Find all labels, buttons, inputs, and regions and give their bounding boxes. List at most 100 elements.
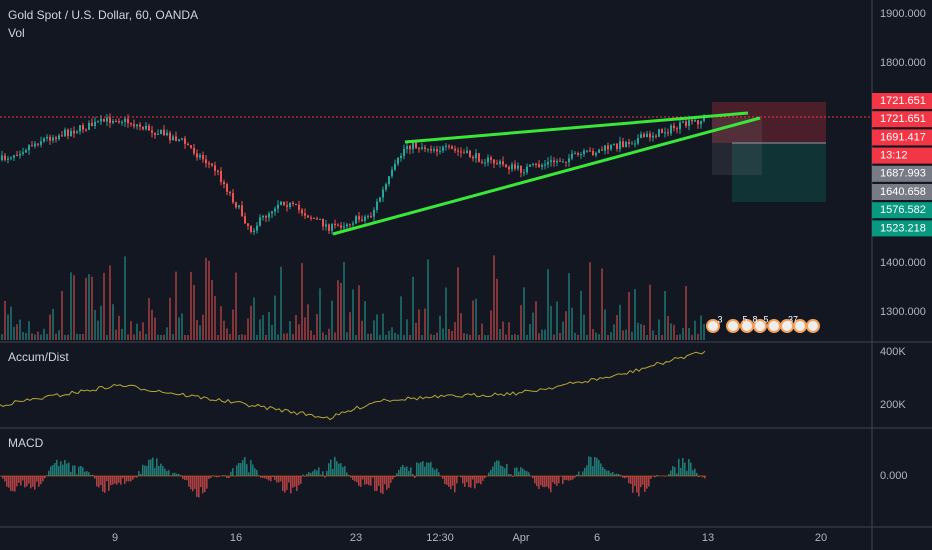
macd-bar <box>396 473 398 476</box>
macd-bar <box>608 470 610 476</box>
event-icon[interactable] <box>726 319 740 333</box>
macd-bar <box>176 473 178 476</box>
macd-bar <box>592 466 594 476</box>
macd-bar <box>246 464 248 476</box>
volume-bar <box>496 278 498 340</box>
candle <box>58 135 60 140</box>
candle <box>550 160 552 163</box>
candle <box>235 202 237 208</box>
macd-bar <box>520 467 522 476</box>
macd-bar <box>238 462 240 476</box>
macd-bar <box>82 467 84 476</box>
candle <box>142 126 144 130</box>
candle <box>421 147 423 149</box>
candle <box>319 218 321 220</box>
volume-bar <box>571 307 573 340</box>
candle <box>385 184 387 190</box>
candle <box>472 156 474 159</box>
candle <box>217 170 219 172</box>
macd-bar <box>76 474 78 476</box>
candle <box>574 153 576 155</box>
macd-bar <box>134 476 136 478</box>
volume-bar <box>148 298 150 340</box>
macd-bar <box>624 476 626 479</box>
macd-bar <box>230 471 232 476</box>
macd-bar <box>116 476 118 485</box>
candle <box>466 150 468 153</box>
macd-bar <box>562 476 564 485</box>
macd-bar <box>546 476 548 487</box>
candle <box>79 125 81 132</box>
macd-bar <box>406 466 408 476</box>
event-markers[interactable]: 3 5 8 5 37 <box>706 314 820 333</box>
time-label: 6 <box>594 532 600 544</box>
macd-bar <box>584 467 586 476</box>
macd-bar <box>538 476 540 489</box>
macd-bar <box>682 458 684 476</box>
macd-bar <box>684 462 686 476</box>
event-icon[interactable] <box>767 319 781 333</box>
event-icon[interactable] <box>753 319 767 333</box>
event-icon[interactable] <box>806 319 820 333</box>
volume-bar <box>472 300 474 340</box>
volume-bar <box>211 279 213 340</box>
candle <box>28 145 30 151</box>
volume-bar <box>505 334 507 340</box>
macd-bar <box>556 476 558 486</box>
macd-bar <box>296 476 298 491</box>
macd-bar <box>598 460 600 476</box>
macd-bar <box>306 473 308 476</box>
candle <box>613 143 615 145</box>
candle <box>310 217 312 219</box>
macd-bar <box>50 466 52 476</box>
volume-bar <box>292 334 294 340</box>
macd-bar <box>178 473 180 476</box>
candle <box>109 117 111 123</box>
candle <box>277 204 279 209</box>
volume-bar <box>64 334 66 340</box>
candle <box>181 138 183 140</box>
volume-bar <box>682 327 684 340</box>
volume-bar <box>367 333 369 340</box>
volume-bar <box>160 334 162 340</box>
macd-bar <box>390 476 392 483</box>
candle <box>112 120 114 123</box>
volume-bar <box>223 320 225 340</box>
macd-bar <box>192 476 194 492</box>
candle <box>52 137 54 141</box>
candle <box>442 146 444 151</box>
candle <box>25 150 27 153</box>
event-icon[interactable] <box>706 319 720 333</box>
macd-bar <box>524 470 526 476</box>
macd-bar <box>448 476 450 487</box>
macd-bar <box>42 476 44 482</box>
volume-bar <box>565 311 567 340</box>
plot-layer <box>0 113 706 498</box>
candle <box>640 134 642 139</box>
macd-bar <box>170 475 172 476</box>
candle <box>688 119 690 126</box>
volume-bar <box>145 333 147 340</box>
volume-bar <box>79 334 81 340</box>
macd-bar <box>580 475 582 476</box>
volume-bar <box>82 333 84 340</box>
macd-bar <box>362 476 364 480</box>
candle <box>535 163 537 165</box>
volume-bar <box>232 309 234 340</box>
volume-bar <box>193 285 195 340</box>
macd-bar <box>148 459 150 476</box>
volume-bar <box>436 332 438 340</box>
volume-bar <box>259 319 261 340</box>
macd-bar <box>434 469 436 476</box>
macd-bar <box>674 466 676 476</box>
macd-bar <box>534 476 536 484</box>
volume-bar <box>103 272 105 340</box>
time-label: 9 <box>112 532 118 544</box>
candle <box>67 129 69 137</box>
candle <box>76 131 78 134</box>
volume-bar <box>526 335 528 340</box>
candle <box>265 216 267 218</box>
candle <box>607 145 609 150</box>
macd-bar <box>626 476 628 478</box>
